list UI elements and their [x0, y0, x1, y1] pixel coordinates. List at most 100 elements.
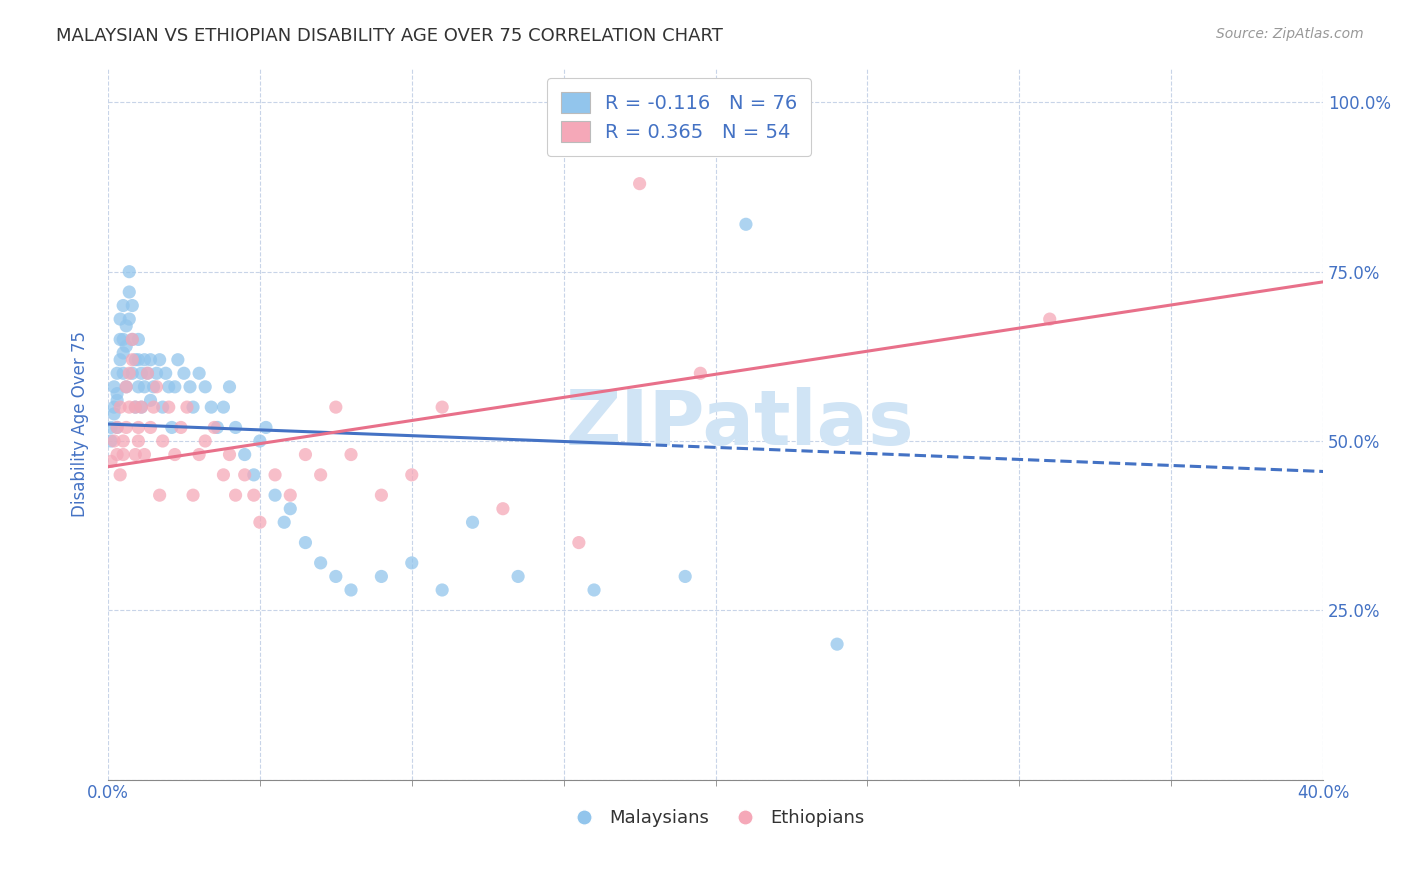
Point	[157, 400, 180, 414]
Point	[108, 352, 131, 367]
Point	[506, 569, 529, 583]
Point	[112, 434, 135, 448]
Point	[131, 400, 153, 414]
Point	[249, 434, 271, 448]
Point	[212, 400, 235, 414]
Point	[243, 467, 266, 482]
Point	[194, 434, 217, 448]
Point	[181, 488, 204, 502]
Text: ZIPatlas: ZIPatlas	[565, 387, 914, 461]
Point	[225, 420, 247, 434]
Point	[188, 448, 211, 462]
Point	[212, 467, 235, 482]
Point	[273, 515, 295, 529]
Point	[108, 312, 131, 326]
Point	[100, 434, 122, 448]
Point	[825, 637, 848, 651]
Y-axis label: Disability Age Over 75: Disability Age Over 75	[72, 331, 89, 517]
Point	[218, 380, 240, 394]
Point	[430, 400, 453, 414]
Point	[136, 366, 159, 380]
Point	[100, 454, 122, 468]
Point	[108, 333, 131, 347]
Point	[163, 448, 186, 462]
Point	[202, 420, 225, 434]
Point	[142, 400, 165, 414]
Point	[583, 582, 606, 597]
Point	[264, 488, 287, 502]
Point	[340, 582, 363, 597]
Point	[112, 346, 135, 360]
Point	[735, 217, 758, 231]
Point	[568, 535, 591, 549]
Legend: Malaysians, Ethiopians: Malaysians, Ethiopians	[560, 802, 872, 835]
Point	[127, 333, 149, 347]
Point	[105, 420, 128, 434]
Point	[112, 333, 135, 347]
Point	[309, 556, 332, 570]
Point	[179, 380, 201, 394]
Point	[108, 400, 131, 414]
Point	[127, 420, 149, 434]
Point	[105, 386, 128, 401]
Point	[118, 400, 141, 414]
Point	[188, 366, 211, 380]
Point	[124, 352, 146, 367]
Point	[294, 535, 316, 549]
Point	[155, 366, 177, 380]
Point	[103, 434, 125, 448]
Point	[325, 569, 347, 583]
Point	[200, 400, 222, 414]
Point	[124, 400, 146, 414]
Point	[370, 569, 392, 583]
Point	[105, 366, 128, 380]
Point	[173, 366, 195, 380]
Point	[139, 393, 162, 408]
Point	[136, 366, 159, 380]
Point	[127, 380, 149, 394]
Point	[112, 366, 135, 380]
Point	[105, 420, 128, 434]
Point	[105, 448, 128, 462]
Point	[115, 318, 138, 333]
Point	[278, 501, 301, 516]
Point	[118, 285, 141, 299]
Point	[103, 400, 125, 414]
Point	[115, 380, 138, 394]
Point	[142, 380, 165, 394]
Point	[243, 488, 266, 502]
Point	[112, 448, 135, 462]
Point	[163, 380, 186, 394]
Point	[131, 366, 153, 380]
Point	[118, 366, 141, 380]
Point	[628, 177, 651, 191]
Point	[176, 400, 198, 414]
Point	[294, 448, 316, 462]
Point	[121, 333, 143, 347]
Point	[121, 299, 143, 313]
Point	[127, 352, 149, 367]
Point	[108, 467, 131, 482]
Point	[134, 448, 156, 462]
Point	[170, 420, 193, 434]
Point	[112, 299, 135, 313]
Point	[115, 339, 138, 353]
Point	[121, 352, 143, 367]
Point	[233, 448, 256, 462]
Point	[309, 467, 332, 482]
Point	[370, 488, 392, 502]
Point	[115, 380, 138, 394]
Point	[118, 312, 141, 326]
Point	[254, 420, 277, 434]
Point	[264, 467, 287, 482]
Point	[340, 448, 363, 462]
Text: Source: ZipAtlas.com: Source: ZipAtlas.com	[1216, 27, 1364, 41]
Point	[105, 393, 128, 408]
Point	[124, 400, 146, 414]
Point	[100, 420, 122, 434]
Point	[149, 488, 172, 502]
Text: MALAYSIAN VS ETHIOPIAN DISABILITY AGE OVER 75 CORRELATION CHART: MALAYSIAN VS ETHIOPIAN DISABILITY AGE OV…	[56, 27, 723, 45]
Point	[218, 448, 240, 462]
Point	[115, 420, 138, 434]
Point	[139, 420, 162, 434]
